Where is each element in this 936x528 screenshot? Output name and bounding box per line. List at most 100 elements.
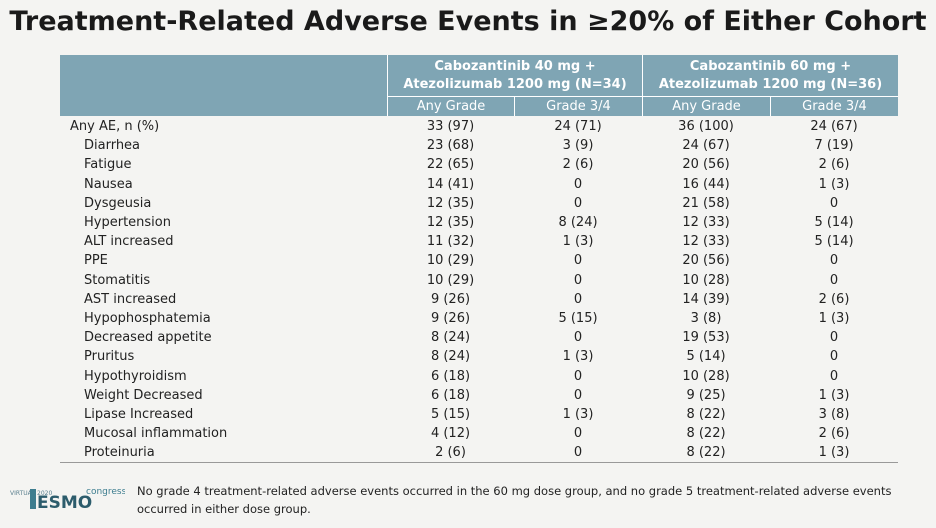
table-cell: 0	[573, 330, 583, 346]
table-cell: 0	[573, 426, 583, 442]
table-cell: 0	[573, 387, 583, 403]
table-cell: 19 (53)	[682, 330, 730, 346]
table-cell: 0	[573, 445, 583, 461]
table-cell: 0	[829, 272, 839, 288]
sub-header: Any Grade	[642, 96, 770, 116]
row-label: Hypertension	[84, 215, 171, 230]
table-cell: 8 (22)	[686, 445, 726, 461]
row-label: Dysgeusia	[84, 195, 152, 211]
table-cell: 1 (3)	[562, 234, 594, 250]
table-cell: 33 (97)	[426, 119, 475, 134]
table-cell: 0	[573, 195, 583, 211]
table-cell: 3 (8)	[690, 311, 722, 326]
row-label: Stomatitis	[84, 272, 151, 288]
row-label: Proteinuria	[84, 445, 155, 461]
table-cell: 8 (24)	[430, 349, 471, 365]
row-label: Any AE, n (%)	[70, 119, 160, 134]
table-cell: 16 (44)	[682, 176, 730, 192]
table-cell: 9 (26)	[430, 311, 471, 326]
table-cell: 36 (100)	[678, 119, 734, 134]
table-cell: 8 (22)	[686, 407, 726, 422]
slide-title: Treatment-Related Adverse Events in ≥20%…	[9, 6, 927, 37]
table-cell: 10 (28)	[682, 368, 730, 384]
table-cell: 2 (6)	[435, 445, 466, 461]
table-cell: 12 (35)	[426, 195, 475, 211]
table-cell: 23 (68)	[426, 138, 475, 154]
table-cell: 0	[573, 176, 583, 192]
row-label: Decreased appetite	[84, 330, 212, 346]
table-cell: 9 (25)	[686, 387, 726, 403]
row-label: Hypophosphatemia	[84, 311, 211, 326]
sub-header: Grade 3/4	[770, 96, 898, 116]
table-cell: 20 (56)	[682, 253, 730, 269]
table-cell: 8 (22)	[686, 426, 726, 442]
logo-graphic: VIRTUAL 2020 ESMO congress	[10, 487, 127, 513]
table-cell: 1 (3)	[818, 387, 850, 403]
row-label: PPE	[84, 253, 108, 269]
table-cell: 24 (67)	[682, 138, 730, 154]
row-label: Nausea	[84, 176, 133, 192]
group-header: Cabozantinib 60 mg + Atezolizumab 1200 m…	[642, 55, 898, 96]
row-label: Diarrhea	[84, 138, 141, 154]
table-cell: 21 (58)	[682, 195, 730, 211]
table-cell: 12 (33)	[682, 234, 730, 250]
group-header: Cabozantinib 40 mg + Atezolizumab 1200 m…	[387, 55, 642, 96]
table-cell: 2 (6)	[818, 426, 850, 442]
table-cell: 10 (29)	[426, 272, 475, 288]
table-cell: 0	[829, 253, 839, 269]
table-cell: 2 (6)	[562, 157, 594, 173]
table-cell: 5 (14)	[814, 234, 854, 250]
table-cell: 0	[829, 195, 839, 211]
table-cell: 7 (19)	[814, 138, 854, 154]
table-cell: 1 (3)	[818, 311, 850, 326]
table-cell: 0	[829, 368, 839, 384]
table-cell: 10 (28)	[682, 272, 730, 288]
table-cell: 22 (65)	[426, 157, 475, 173]
congress-logo: VIRTUAL 2020 ESMO congress	[10, 484, 127, 518]
sub-header: Grade 3/4	[514, 96, 642, 116]
table-cell: 1 (3)	[562, 349, 594, 365]
table-cell: 14 (39)	[682, 291, 730, 307]
table-cell: 5 (14)	[686, 349, 726, 365]
table-cell: 0	[573, 291, 583, 307]
table-cell: 0	[829, 330, 839, 346]
table-cell: 8 (24)	[430, 330, 471, 346]
table-cell: 4 (12)	[430, 426, 471, 442]
row-label: Pruritus	[84, 349, 135, 365]
table-cell: 5 (15)	[430, 407, 471, 422]
table-cell: 6 (18)	[430, 368, 471, 384]
table-cell: 5 (15)	[558, 311, 598, 326]
table-cell: 14 (41)	[426, 176, 475, 192]
table-cell: 0	[573, 368, 583, 384]
row-label: AST increased	[84, 291, 177, 307]
table-cell: 3 (8)	[818, 407, 850, 422]
table-cell: 10 (29)	[426, 253, 475, 269]
table-cell: 3 (9)	[562, 138, 594, 154]
row-label: Lipase Increased	[84, 407, 194, 422]
logo-esmo: ESMO	[37, 493, 92, 513]
logo-bar	[30, 489, 36, 509]
row-label: Weight Decreased	[84, 387, 203, 403]
table-cell: 24 (67)	[810, 119, 858, 134]
table-cell: 1 (3)	[562, 407, 594, 422]
table-cell: 20 (56)	[682, 157, 730, 173]
table-cell: 24 (71)	[554, 119, 602, 134]
table-cell: 0	[829, 349, 839, 365]
table-cell: 12 (33)	[682, 215, 730, 230]
table-cell: 9 (26)	[430, 291, 471, 307]
row-label: Mucosal inflammation	[84, 426, 228, 442]
row-label: Fatigue	[84, 157, 132, 173]
table-cell: 0	[573, 272, 583, 288]
sub-header: Any Grade	[387, 96, 514, 116]
table-cell: 5 (14)	[814, 215, 854, 230]
table-cell: 6 (18)	[430, 387, 471, 403]
row-label: Hypothyroidism	[84, 368, 187, 384]
table-cell: 2 (6)	[818, 291, 850, 307]
table-cell: 1 (3)	[818, 176, 850, 192]
logo-congress: congress	[86, 487, 125, 497]
table-cell: 11 (32)	[426, 234, 475, 250]
header-corner	[60, 55, 387, 116]
row-label: ALT increased	[84, 234, 174, 250]
table-cell: 8 (24)	[558, 215, 598, 230]
